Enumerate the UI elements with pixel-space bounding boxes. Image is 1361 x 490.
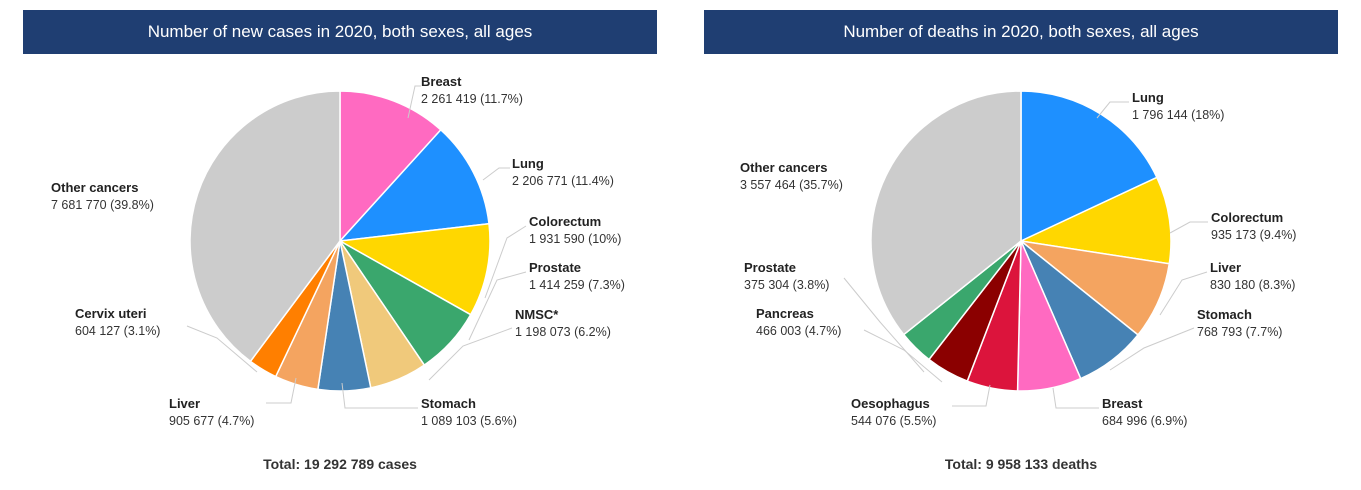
slice-label-breast: Breast <box>1102 396 1143 411</box>
new-cases-pie-chart: Breast 2 261 419 (11.7%) Lung 2 206 771 (11… <box>51 74 625 428</box>
new-cases-panel: Number of new cases in 2020, both sexes,… <box>23 10 657 480</box>
slice-label-colorectum: Colorectum <box>1211 210 1283 225</box>
slice-label-cervix-uteri: Cervix uteri <box>75 306 147 321</box>
slice-value-prostate: 1 414 259 (7.3%) <box>529 278 625 292</box>
slice-value-other-cancers: 7 681 770 (39.8%) <box>51 198 154 212</box>
slice-value-stomach: 1 089 103 (5.6%) <box>421 414 517 428</box>
deaths-title: Number of deaths in 2020, both sexes, al… <box>704 10 1338 54</box>
slice-value-other-cancers: 3 557 464 (35.7%) <box>740 178 843 192</box>
slice-value-lung: 2 206 771 (11.4%) <box>512 174 614 188</box>
new-cases-title: Number of new cases in 2020, both sexes,… <box>23 10 657 54</box>
slice-label-breast: Breast <box>421 74 462 89</box>
slice-value-prostate: 375 304 (3.8%) <box>744 278 829 292</box>
leader-line-colorectum <box>1169 221 1208 234</box>
slice-label-liver: Liver <box>169 396 200 411</box>
slice-label-oesophagus: Oesophagus <box>851 396 930 411</box>
leader-line-colorectum <box>484 225 527 299</box>
slice-value-liver: 905 677 (4.7%) <box>169 414 254 428</box>
slice-label-colorectum: Colorectum <box>529 214 601 229</box>
slice-value-nmsc: 1 198 073 (6.2%) <box>515 325 611 339</box>
pie-slice-breast <box>339 90 442 243</box>
leader-line-breast <box>1052 387 1099 409</box>
leader-line-breast <box>407 85 421 119</box>
leader-line-lung <box>1096 101 1129 119</box>
slice-value-colorectum: 935 173 (9.4%) <box>1211 228 1296 242</box>
leader-line-nmsc <box>428 327 513 381</box>
pie-slice-colorectum <box>1018 176 1172 265</box>
leader-line-prostate <box>468 271 527 341</box>
pie-slice-other-cancers <box>189 90 341 363</box>
slice-label-lung: Lung <box>1132 90 1164 105</box>
slice-label-liver: Liver <box>1210 260 1241 275</box>
deaths-pie-chart: Lung 1 796 144 (18%) Colorectum 935 173 (9.… <box>740 90 1296 428</box>
slice-label-prostate: Prostate <box>744 260 796 275</box>
leader-line-liver <box>1159 271 1208 316</box>
slice-value-breast: 684 996 (6.9%) <box>1102 414 1187 428</box>
new-cases-total: Total: 19 292 789 cases <box>263 456 417 472</box>
slice-label-nmsc: NMSC* <box>515 307 559 322</box>
leader-line-oesophagus <box>952 384 991 407</box>
slice-label-pancreas: Pancreas <box>756 306 814 321</box>
pie-slice-other-cancers <box>870 90 1022 336</box>
slice-value-pancreas: 466 003 (4.7%) <box>756 324 841 338</box>
leader-line-prostate <box>843 277 925 373</box>
slice-label-stomach: Stomach <box>1197 307 1252 322</box>
slice-label-other-cancers: Other cancers <box>740 160 827 175</box>
pie-slice-lung <box>338 128 490 242</box>
leader-line-stomach <box>1109 327 1195 371</box>
slice-value-cervix-uteri: 604 127 (3.1%) <box>75 324 160 338</box>
slice-value-breast: 2 261 419 (11.7%) <box>421 92 523 106</box>
slice-label-other-cancers: Other cancers <box>51 180 138 195</box>
leader-line-stomach <box>341 382 418 409</box>
slice-value-liver: 830 180 (8.3%) <box>1210 278 1295 292</box>
slice-label-prostate: Prostate <box>529 260 581 275</box>
pie-slice-lung <box>1020 90 1158 243</box>
leader-line-cervix-uteri <box>186 325 258 373</box>
slice-label-lung: Lung <box>512 156 544 171</box>
pie-slice-colorectum <box>337 222 491 316</box>
slice-value-colorectum: 1 931 590 (10%) <box>529 232 621 246</box>
slice-value-lung: 1 796 144 (18%) <box>1132 108 1224 122</box>
slice-value-stomach: 768 793 (7.7%) <box>1197 325 1282 339</box>
slice-label-stomach: Stomach <box>421 396 476 411</box>
deaths-panel: Number of deaths in 2020, both sexes, al… <box>704 10 1338 480</box>
leader-line-liver <box>266 377 297 404</box>
leader-line-lung <box>482 167 510 181</box>
deaths-total: Total: 9 958 133 deaths <box>944 456 1098 472</box>
slice-value-oesophagus: 544 076 (5.5%) <box>851 414 936 428</box>
